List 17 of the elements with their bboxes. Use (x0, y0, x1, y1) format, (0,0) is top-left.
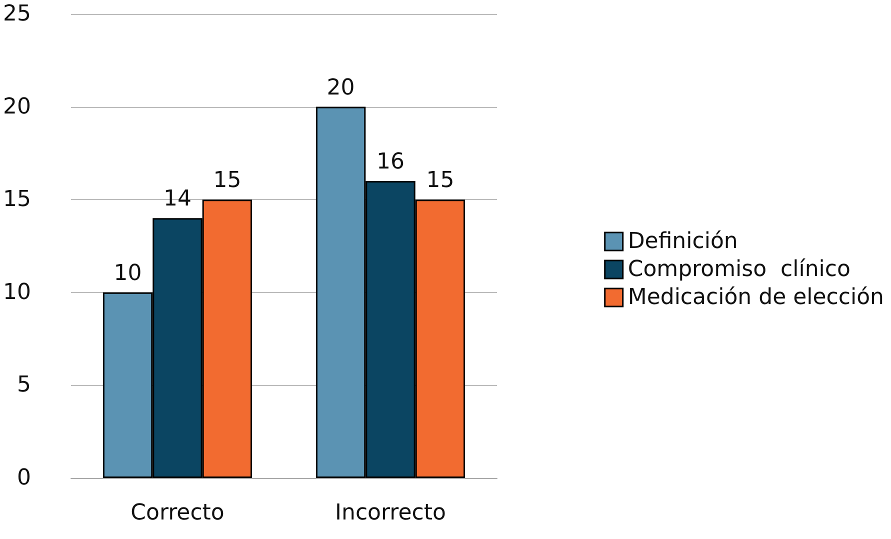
legend-label: Medicación de elección (628, 285, 884, 310)
y-tick-label: 20 (2, 94, 31, 120)
legend-label: Compromiso clínico (628, 257, 850, 282)
y-tick-label: 10 (2, 280, 31, 305)
x-tick-label: Incorrecto (335, 500, 446, 526)
y-tick-label: 0 (16, 466, 31, 490)
data-label: 20 (326, 75, 355, 100)
data-label: 15 (213, 168, 242, 194)
y-tick-label: 15 (2, 187, 31, 212)
y-tick-label: 25 (2, 2, 31, 26)
x-tick-label: Correcto (130, 500, 224, 526)
y-tick-label: 5 (16, 372, 31, 398)
data-label: 10 (114, 260, 142, 286)
legend-label: Definición (628, 229, 738, 254)
data-label: 15 (426, 168, 454, 194)
data-label: 16 (376, 150, 404, 175)
data-label: 14 (163, 186, 192, 212)
